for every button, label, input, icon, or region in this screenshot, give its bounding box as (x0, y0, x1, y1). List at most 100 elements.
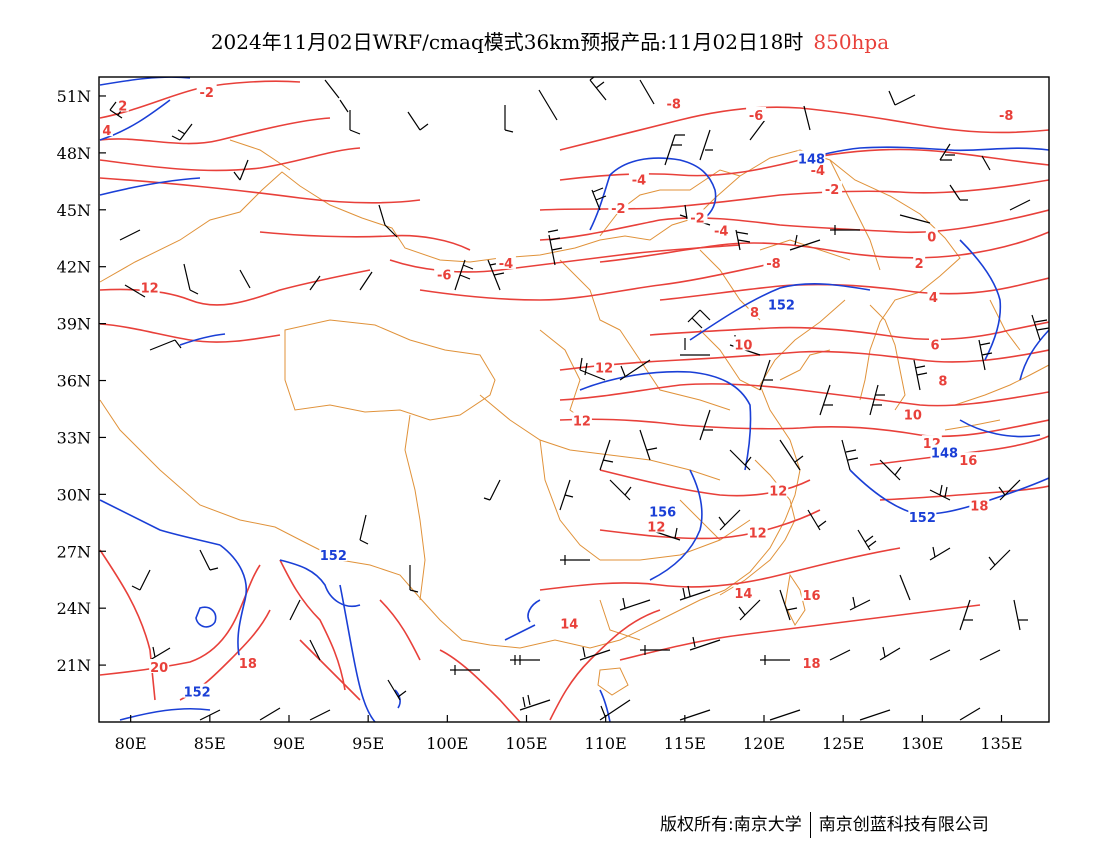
temperature-label-bg (763, 254, 784, 269)
lon-label: 80E (115, 734, 147, 753)
temperature-label: -4 (811, 164, 825, 179)
height-label: 152 (909, 511, 936, 526)
temperature-label: 16 (959, 454, 977, 469)
lat-label: 27N (57, 542, 91, 561)
temperature-label: -6 (749, 109, 763, 124)
lat-label: 24N (57, 599, 91, 618)
lat-label: 21N (57, 656, 91, 675)
wind-barbs (109, 77, 1049, 721)
temperature-label: 12 (573, 414, 591, 429)
temperature-label: -6 (437, 268, 451, 283)
temperature-label-bg (594, 359, 615, 374)
temperature-label: -2 (611, 202, 625, 217)
temperature-label: -4 (714, 225, 728, 240)
height-label-bg (767, 296, 796, 311)
lat-label: 51N (57, 87, 91, 106)
temperature-label-bg (139, 279, 160, 294)
temperature-label: 16 (802, 589, 820, 604)
temperature-contours (99, 80, 1049, 722)
temperature-label-bg (196, 84, 217, 99)
temperature-label: 4 (102, 124, 111, 139)
footer-company: 南京创蓝科技有限公司 (818, 815, 989, 835)
footer-separator (809, 812, 811, 838)
temperature-label: 12 (141, 282, 159, 297)
temperature-label: 0 (927, 230, 936, 245)
latitude-axis: 51N 48N 45N 42N 39N 36N 33N 30N 27N 24N 21N (57, 87, 106, 675)
temperature-label: -2 (690, 211, 704, 226)
lat-label: 30N (57, 485, 91, 504)
temperature-label: 14 (734, 587, 752, 602)
title-main: 2024年11月02日WRF/cmaq模式36km预报产品:11月02日18时 (210, 30, 804, 54)
temperature-label-bg (822, 180, 843, 195)
temperature-label-bg (801, 586, 822, 601)
taiwan (784, 573, 806, 626)
temperature-label: 10 (904, 409, 922, 424)
temperature-label-bg (747, 524, 768, 539)
temperature-label-bg (902, 406, 923, 421)
lon-label: 100E (426, 734, 468, 753)
japan (944, 299, 1049, 431)
temperature-label: 18 (239, 657, 257, 672)
lon-label: 125E (822, 734, 864, 753)
temperature-label: 2 (118, 99, 127, 114)
lon-label: 90E (273, 734, 305, 753)
footer-copyright: 版权所有:南京大学 (660, 815, 802, 835)
temperature-label-bg (628, 171, 649, 186)
temperature-label: 12 (647, 521, 665, 536)
temperature-label: 2 (915, 257, 924, 272)
height-label: 148 (931, 447, 958, 462)
temperature-label-bg (768, 482, 789, 497)
longitude-axis: 80E 85E 90E 95E 100E 105E 110E 115E 120E 125E 130E… (115, 715, 1023, 753)
height-label-bg (319, 547, 348, 562)
map-frame (98, 76, 1050, 723)
temperature-label-bg (711, 222, 732, 237)
temperature-label: 4 (929, 291, 938, 306)
title-level: 850hpa (813, 30, 890, 54)
lon-label: 95E (352, 734, 384, 753)
height-label-bg (930, 444, 959, 459)
lon-label: 115E (664, 734, 706, 753)
temperature-label-bg (434, 266, 455, 281)
temperature-label: -8 (999, 109, 1013, 124)
temperature-label-bg (996, 106, 1017, 121)
temperature-label-bg (969, 497, 990, 512)
temperature-label-bg (687, 209, 708, 224)
temperature-label: 8 (938, 375, 947, 390)
temperature-label-bg (807, 161, 828, 176)
temperature-label-bg (149, 658, 170, 673)
height-label: 152 (320, 549, 347, 564)
temperature-label: 12 (749, 526, 767, 541)
temperature-label-bg (936, 372, 949, 387)
temperature-label-bg (746, 106, 767, 121)
lat-label: 33N (57, 428, 91, 447)
lon-label: 110E (585, 734, 627, 753)
temperature-label: -4 (632, 173, 646, 188)
temperature-label: 20 (150, 661, 168, 676)
temperature-label-bg (116, 97, 129, 112)
temperature-label-bg (927, 289, 940, 304)
lon-label: 120E (743, 734, 785, 753)
temperature-label-bg (958, 452, 979, 467)
map-title: 2024年11月02日WRF/cmaq模式36km预报产品:11月02日18时 8… (0, 26, 1100, 55)
temperature-label: 12 (595, 361, 613, 376)
temperature-label: 14 (560, 617, 578, 632)
temperature-label-bg (925, 228, 938, 243)
height-label-bg (908, 509, 937, 524)
mongolia-border (229, 139, 741, 237)
height-label: 148 (798, 153, 825, 168)
lon-label: 130E (901, 734, 943, 753)
temperature-label-bg (801, 655, 822, 670)
temperature-label: 12 (769, 485, 787, 500)
height-label-bg (648, 503, 677, 518)
height-label: 156 (649, 505, 676, 520)
temperature-label: -2 (199, 86, 213, 101)
temperature-label-bg (571, 412, 592, 427)
temperature-label: -8 (667, 98, 681, 113)
temperature-label-bg (608, 199, 629, 214)
temperature-label-bg (100, 122, 113, 137)
lon-label: 105E (505, 734, 547, 753)
china-border (99, 149, 961, 401)
temperature-label-bg (237, 655, 258, 670)
